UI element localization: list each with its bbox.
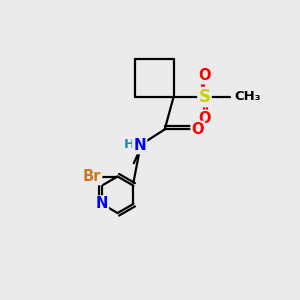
Text: S: S — [199, 88, 211, 106]
Text: N: N — [96, 196, 108, 211]
Text: N: N — [133, 138, 146, 153]
Text: O: O — [198, 111, 211, 126]
Text: Br: Br — [83, 169, 101, 184]
Text: CH₃: CH₃ — [235, 91, 261, 103]
Text: H: H — [124, 138, 135, 151]
Text: O: O — [191, 122, 204, 137]
Text: O: O — [198, 68, 211, 83]
